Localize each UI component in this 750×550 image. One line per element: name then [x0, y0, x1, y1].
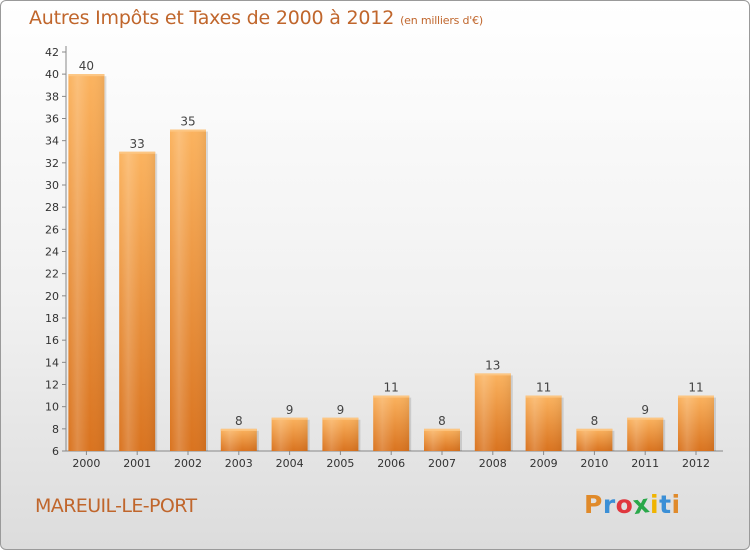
y-tick-label: 34	[45, 135, 59, 148]
data-label: 11	[536, 381, 551, 395]
y-tick-label: 10	[45, 401, 59, 414]
x-tick-label: 2004	[276, 457, 304, 470]
data-label: 11	[688, 381, 703, 395]
data-label: 8	[235, 414, 243, 428]
bar-sheen	[576, 428, 613, 451]
bar-top-edge	[170, 129, 206, 132]
y-tick-label: 26	[45, 223, 59, 236]
x-tick-label: 2010	[580, 457, 608, 470]
data-label: 8	[438, 414, 446, 428]
x-tick-label: 2002	[174, 457, 202, 470]
bar-top-edge	[627, 417, 664, 420]
data-label: 9	[286, 403, 294, 417]
x-tick-label: 2001	[123, 457, 151, 470]
logo-letter: P	[584, 490, 603, 519]
proxiti-logo: Proxiti	[584, 488, 681, 521]
bars	[68, 74, 716, 452]
x-tick-label: 2000	[72, 457, 100, 470]
y-tick-label: 16	[45, 334, 59, 347]
y-tick-label: 32	[45, 157, 59, 170]
x-tick-label: 2006	[377, 457, 405, 470]
bar-sheen	[627, 417, 664, 451]
y-tick-label: 12	[45, 379, 59, 392]
x-tick-label: 2008	[479, 457, 507, 470]
chart-title-main: Autres Impôts et Taxes de 2000 à 2012	[29, 7, 395, 29]
y-tick-label: 36	[45, 113, 59, 126]
x-tick-label: 2005	[326, 457, 354, 470]
bar-sheen	[678, 395, 714, 451]
bar-sheen	[373, 395, 410, 451]
data-labels: 40 33 35 8 9 9 11 8 13 11 8 9 11	[79, 59, 704, 428]
bar-top-edge	[271, 417, 308, 420]
data-label: 35	[180, 115, 195, 129]
bar-sheen	[68, 74, 105, 452]
logo-letter: i	[650, 490, 660, 519]
chart-title-unit: (en milliers d'€)	[400, 14, 483, 27]
logo-letter: r	[602, 490, 616, 519]
y-tick-label: 28	[45, 201, 59, 214]
y-tick-label: 6	[52, 445, 59, 458]
logo-letter: t	[659, 490, 672, 519]
x-tick-label: 2003	[225, 457, 253, 470]
bar-sheen	[525, 395, 562, 451]
data-label: 13	[485, 358, 500, 372]
y-tick-label: 24	[45, 246, 59, 259]
data-label: 9	[641, 403, 649, 417]
logo-letter: x	[631, 488, 652, 521]
data-label: 9	[337, 403, 345, 417]
y-tick-label: 22	[45, 268, 59, 281]
y-tick-label: 8	[52, 423, 59, 436]
bar-sheen	[424, 428, 460, 451]
y-tick-label: 40	[45, 68, 59, 81]
x-tick-label: 2012	[682, 457, 710, 470]
data-label: 40	[79, 59, 94, 73]
x-tick-label: 2009	[530, 457, 558, 470]
bar-sheen	[170, 129, 206, 452]
bar-top-edge	[424, 428, 460, 431]
bar-top-edge	[68, 74, 105, 77]
y-tick-label: 38	[45, 90, 59, 103]
data-label: 11	[384, 381, 399, 395]
x-tick-label: 2011	[631, 457, 659, 470]
bar-top-edge	[474, 373, 511, 376]
bar-top-edge	[525, 395, 562, 398]
bar-top-edge	[373, 395, 410, 398]
data-label: 8	[591, 414, 599, 428]
bar-top-edge	[322, 417, 359, 420]
bar-sheen	[271, 417, 308, 451]
chart-title: Autres Impôts et Taxes de 2000 à 2012 (en…	[29, 7, 483, 29]
logo-letter: o	[615, 490, 634, 519]
bar-top-edge	[678, 395, 714, 398]
y-tick-label: 42	[45, 46, 59, 59]
y-tick-label: 14	[45, 356, 59, 369]
bar-sheen	[119, 151, 156, 451]
x-tick-label: 2007	[428, 457, 456, 470]
y-tick-label: 18	[45, 312, 59, 325]
y-tick-label: 20	[45, 290, 59, 303]
bar-sheen	[474, 373, 511, 451]
bar-top-edge	[220, 428, 257, 431]
bar-sheen	[220, 428, 257, 451]
bar-top-edge	[119, 151, 156, 154]
commune-name: MAREUIL-LE-PORT	[35, 495, 197, 517]
y-tick-label: 30	[45, 179, 59, 192]
bar-top-edge	[576, 428, 613, 431]
logo-letter: i	[671, 490, 681, 519]
bar-sheen	[322, 417, 359, 451]
data-label: 33	[130, 137, 145, 151]
